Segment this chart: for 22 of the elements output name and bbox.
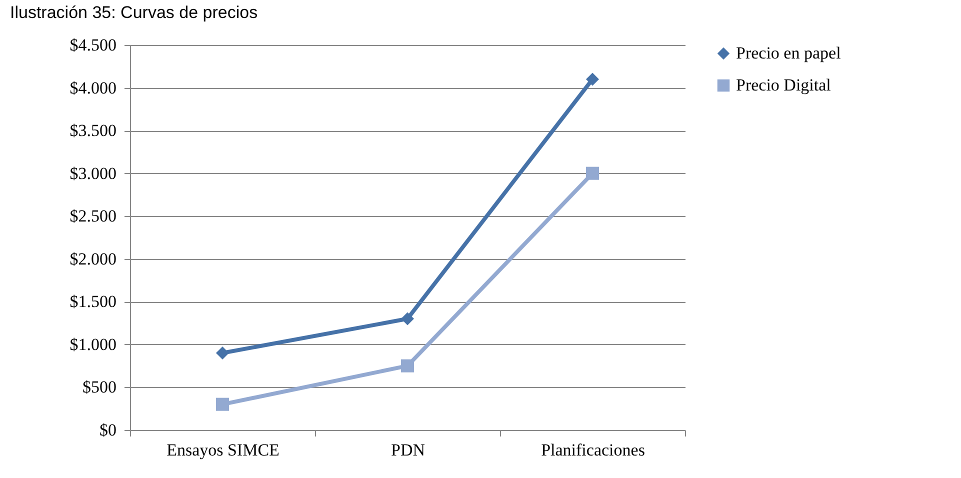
x-tick-label: Planificaciones bbox=[541, 440, 645, 460]
point bbox=[400, 359, 414, 372]
y-tick-label: $2.000 bbox=[70, 249, 116, 268]
y-tick-label: $4.000 bbox=[70, 78, 116, 98]
y-tick-label: $1.000 bbox=[70, 334, 116, 354]
x-tick-label: PDN bbox=[390, 440, 426, 460]
y-tick-label: $1.500 bbox=[70, 292, 116, 312]
chart-title: Ilustración 35: Curvas de precios bbox=[10, 3, 258, 22]
y-tick-label: $500 bbox=[82, 378, 116, 397]
y-tick-label: $2.500 bbox=[70, 206, 116, 226]
point bbox=[586, 166, 600, 180]
y-tick-label: $3.000 bbox=[70, 164, 116, 183]
point bbox=[216, 398, 230, 411]
y-tick-label: $4.500 bbox=[70, 36, 116, 54]
point bbox=[400, 312, 414, 326]
legend-label: Precio en papel bbox=[736, 44, 842, 62]
legend-label: Precio Digital bbox=[736, 76, 832, 94]
x-tick-label: Ensayos SIMCE bbox=[166, 440, 280, 460]
point bbox=[586, 72, 600, 86]
y-tick-label: $0 bbox=[100, 420, 116, 440]
point bbox=[216, 346, 230, 360]
y-tick-label: $3.500 bbox=[70, 121, 116, 140]
